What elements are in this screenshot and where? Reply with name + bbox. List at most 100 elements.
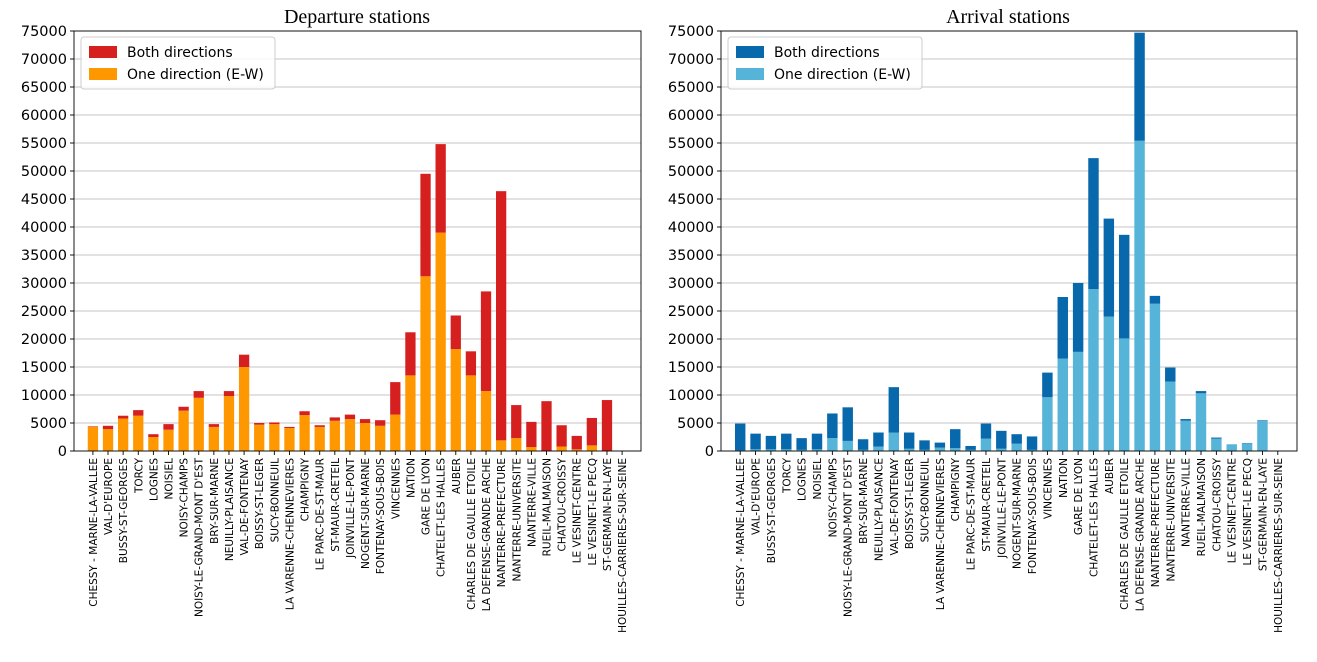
x-tick-label: SUCY-BONNEUIL: [920, 458, 932, 542]
bar-one-direction: [269, 424, 280, 451]
x-tick-label: ST-GERMAIN-EN-LAYE: [602, 458, 614, 571]
bar-both-directions: [1257, 420, 1268, 421]
x-tick-label: RUEIL-MALMAISON: [1196, 458, 1208, 556]
x-tick-label: BRY-SUR-MARNE: [858, 458, 870, 544]
bar-both-directions: [375, 420, 386, 426]
bar-both-directions: [765, 435, 777, 450]
bar-both-directions: [208, 424, 220, 427]
bar-both-directions: [526, 421, 537, 448]
bar-both-directions: [734, 423, 746, 451]
legend: Both directions One direction (E-W): [80, 36, 276, 90]
legend-box: [727, 36, 923, 90]
bar-one-direction: [1088, 289, 1099, 451]
bar-one-direction: [495, 440, 507, 451]
bar-one-direction: [857, 449, 869, 451]
bar-one-direction: [1211, 438, 1222, 451]
x-tick-label: CHARLES DE GAULLE ETOILE: [466, 458, 478, 610]
bar-both-directions: [1057, 297, 1068, 359]
legend-label: One direction (E-W): [774, 67, 911, 83]
x-tick-label: BUSSY-ST-GEORGES: [766, 458, 778, 564]
bar-one-direction: [781, 449, 792, 451]
bar-both-directions: [1118, 234, 1130, 339]
bar-both-directions: [980, 423, 992, 439]
bar-both-directions: [1072, 283, 1084, 352]
bar-both-directions: [465, 351, 477, 376]
bar-both-directions: [299, 411, 310, 416]
bar-one-direction: [359, 423, 371, 451]
bar-both-directions: [420, 173, 431, 277]
bar-one-direction: [556, 446, 567, 451]
bar-both-directions: [903, 432, 915, 449]
bar-both-directions: [541, 401, 552, 451]
x-tick-label: LA DEFENSE-GRANDE ARCHE: [1135, 458, 1147, 611]
x-tick-label: CHATOU-CROISSY: [1211, 457, 1223, 551]
bar-one-direction: [405, 375, 416, 451]
bar-one-direction: [526, 447, 537, 451]
y-tick-label: 15000: [21, 360, 67, 376]
bar-both-directions: [888, 387, 900, 433]
x-tick-label: NANTERRE-VILLE: [1181, 458, 1193, 547]
x-tick-label: NANTERRE-PREFECTURE: [1150, 458, 1162, 587]
bar-one-direction: [1026, 449, 1038, 451]
bar-both-directions: [359, 419, 371, 423]
bar-both-directions: [269, 422, 280, 425]
bar-one-direction: [1072, 351, 1084, 451]
y-tick-label: 30000: [21, 276, 67, 292]
x-tick-label: NANTERRE-PREFECTURE: [496, 458, 508, 587]
bar-one-direction: [284, 428, 295, 451]
bar-one-direction: [1118, 338, 1130, 451]
bar-one-direction: [1257, 420, 1268, 451]
x-tick-label: VINCENNES: [1042, 458, 1054, 519]
x-tick-label: CHATELET-LES HALLES: [1088, 458, 1100, 577]
bar-one-direction: [873, 446, 884, 451]
x-tick-label: LOGNES: [797, 458, 809, 501]
y-tick-label: 30000: [668, 276, 714, 292]
bar-both-directions: [238, 354, 250, 367]
bar-both-directions: [133, 410, 144, 416]
x-tick-label: LE VESINET-LE PECQ: [1242, 458, 1254, 566]
y-tick-label: 50000: [668, 164, 714, 180]
bar-one-direction: [919, 449, 930, 451]
bar-one-direction: [1057, 358, 1068, 451]
bar-both-directions: [919, 440, 930, 450]
bar-one-direction: [178, 410, 189, 451]
bar-one-direction: [888, 432, 900, 451]
legend-swatch: [89, 68, 117, 80]
legend-label: Both directions: [127, 45, 233, 61]
bar-one-direction: [934, 447, 946, 451]
y-tick-label: 75000: [21, 24, 67, 40]
legend-label: Both directions: [774, 45, 880, 61]
bar-both-directions: [1134, 32, 1145, 141]
x-tick-label: LE PARC-DE-ST-MAUR: [315, 458, 327, 570]
bar-both-directions: [571, 435, 582, 450]
x-tick-label: CHESSY - MARNE-LA-VALLEE: [735, 458, 747, 607]
bar-one-direction: [750, 449, 761, 451]
x-tick-label: NOISY-LE-GRAND-MONT D'EST: [843, 457, 855, 617]
x-tick-label: NOGENT-SUR-MARNE: [1012, 458, 1024, 569]
x-tick-label: BOISSY-ST-LEGER: [254, 458, 266, 549]
y-tick-label: 5000: [677, 416, 714, 432]
y-tick-label: 40000: [668, 220, 714, 236]
y-tick-label: 45000: [668, 192, 714, 208]
bar-one-direction: [465, 375, 477, 451]
bar-one-direction: [827, 438, 838, 451]
x-tick-label: VAL-D'EUROPE: [103, 458, 115, 535]
y-tick-label: 10000: [21, 388, 67, 404]
bar-both-directions: [148, 434, 159, 437]
y-tick-label: 25000: [668, 304, 714, 320]
bar-one-direction: [1226, 444, 1237, 451]
bar-one-direction: [102, 429, 114, 451]
bar-both-directions: [511, 405, 522, 439]
bar-both-directions: [223, 391, 235, 397]
bar-both-directions: [1026, 436, 1038, 450]
x-tick-label: NOISY-LE-GRAND-MONT D'EST: [194, 457, 206, 617]
axes-frame: [720, 30, 1298, 452]
bar-both-directions: [1088, 158, 1099, 290]
x-tick-label: VAL-DE-FONTENAY: [239, 457, 251, 555]
y-tick-label: 45000: [21, 192, 67, 208]
bar-one-direction: [842, 440, 853, 451]
x-tick-label: CHATOU-CROISSY: [557, 457, 569, 551]
bar-both-directions: [934, 442, 946, 448]
x-tick-label: NANTERRE-UNIVERSITE: [1165, 458, 1177, 582]
